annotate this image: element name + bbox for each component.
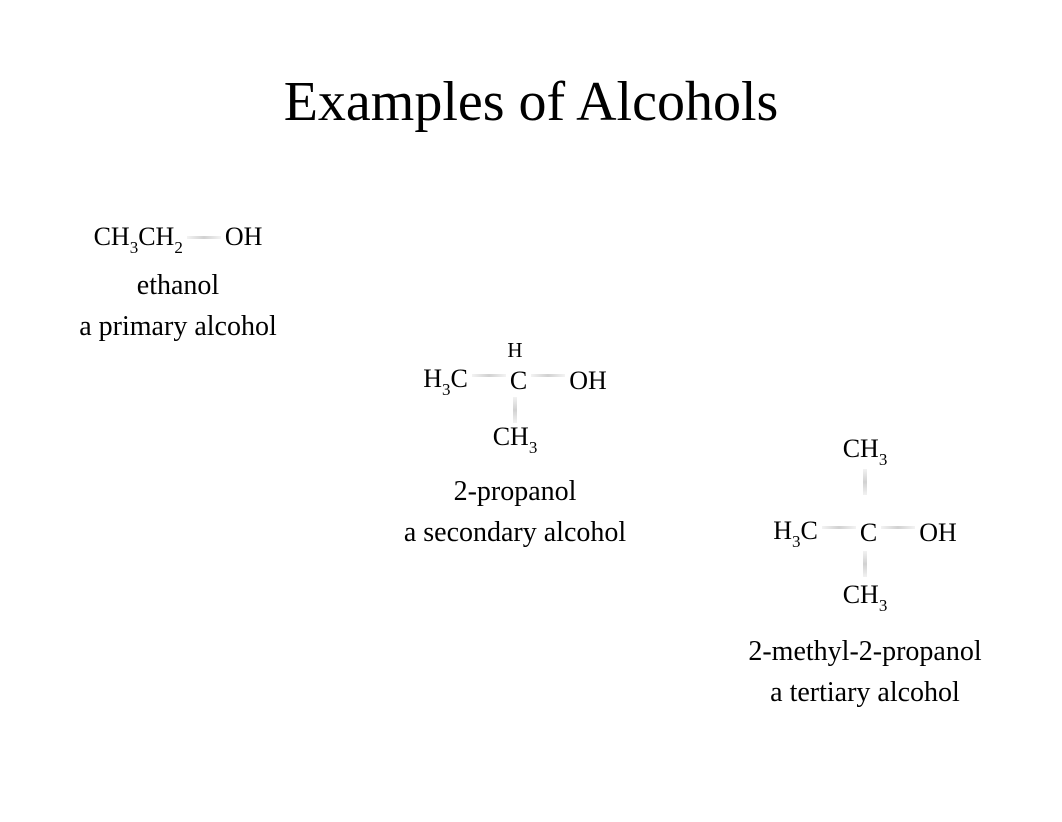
molecule-2-methyl-2-propanol: CH3 H3C C OH CH3 2-methyl-2-propanol a t… — [700, 438, 1030, 713]
tert-caption: 2-methyl-2-propanol a tertiary alcohol — [700, 632, 1030, 713]
atom-label: CH — [138, 222, 174, 251]
molecule-classification: a secondary alcohol — [365, 513, 665, 554]
atom-label: OH — [919, 518, 957, 548]
tert-structure: CH3 H3C C OH CH3 — [735, 438, 995, 622]
molecule-name: 2-propanol — [365, 472, 665, 513]
ethanol-caption: ethanol a primary alcohol — [48, 266, 308, 347]
slide-title: Examples of Alcohols — [0, 70, 1062, 134]
atom-label: H3C — [773, 516, 818, 550]
atom-label: CH3 — [843, 434, 888, 468]
bond-icon — [863, 469, 867, 495]
bond-icon — [531, 374, 565, 377]
ethanol-formula: CH3CH2OH — [48, 222, 308, 256]
molecule-name: 2-methyl-2-propanol — [700, 632, 1030, 673]
atom-label: OH — [569, 366, 607, 396]
atom-label: C — [860, 518, 877, 548]
bond-icon — [513, 397, 517, 423]
molecule-classification: a primary alcohol — [48, 307, 308, 348]
bond-icon — [187, 236, 221, 239]
atom-label: OH — [225, 222, 263, 251]
propanol-caption: 2-propanol a secondary alcohol — [365, 472, 665, 553]
subscript: 2 — [174, 238, 183, 257]
molecule-2-propanol: H H3C C OH CH3 2-propanol a secondary al… — [365, 342, 665, 553]
atom-label: CH3 — [493, 422, 538, 456]
atom-label: CH — [94, 222, 130, 251]
bond-icon — [472, 374, 506, 377]
bond-icon — [863, 551, 867, 577]
molecule-classification: a tertiary alcohol — [700, 673, 1030, 714]
bond-icon — [822, 526, 856, 529]
propanol-structure: H H3C C OH CH3 — [395, 342, 635, 462]
atom-label: CH3 — [843, 580, 888, 614]
subscript: 3 — [130, 238, 139, 257]
atom-label: H3C — [423, 364, 468, 398]
atom-label: H — [507, 338, 522, 363]
molecule-ethanol: CH3CH2OH ethanol a primary alcohol — [48, 222, 308, 347]
bond-icon — [881, 526, 915, 529]
molecule-name: ethanol — [48, 266, 308, 307]
atom-label: C — [510, 366, 527, 396]
